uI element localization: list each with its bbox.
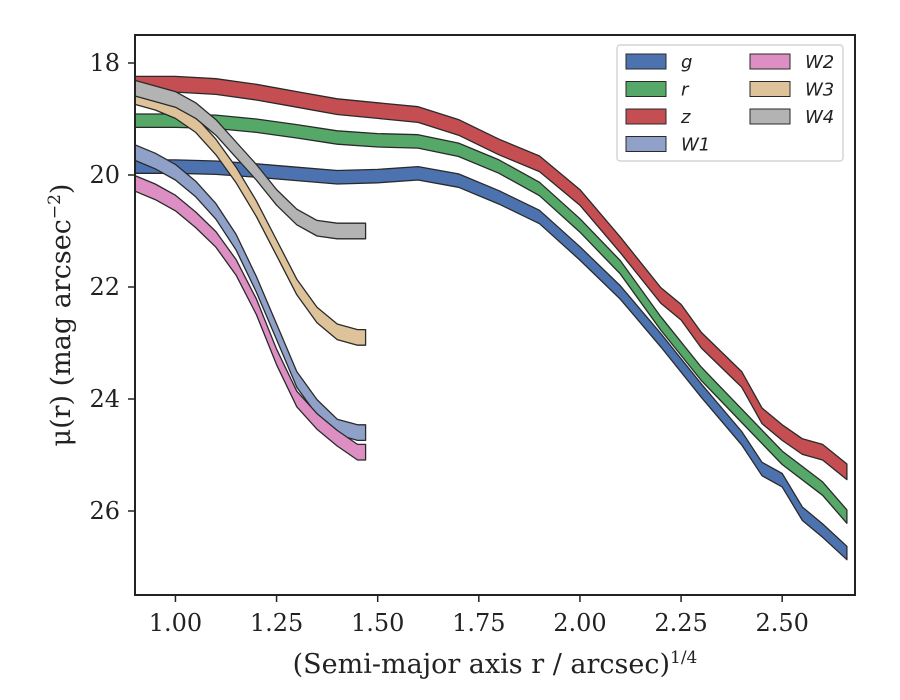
legend-swatch-r: [625, 81, 667, 97]
legend-swatch-w1: [625, 136, 667, 152]
series-band-g: [134, 159, 848, 561]
y-axis-title: μ(r) (mag arcsec−2): [45, 184, 77, 447]
y-tick-label: 22: [89, 273, 120, 301]
legend-label-w1: W1: [681, 135, 710, 156]
y-tick-label: 18: [89, 49, 120, 77]
x-tick-label: 1.75: [452, 609, 505, 637]
y-axis-ticks: 18 20 22 24 26: [89, 49, 135, 525]
series-band-w3: [134, 88, 367, 346]
legend-swatch-w4: [749, 108, 791, 125]
legend-swatch-g: [625, 53, 667, 70]
legend-label-w3: W3: [805, 80, 834, 101]
y-tick-label: 24: [89, 385, 120, 413]
x-tick-label: 2.25: [654, 609, 707, 637]
x-axis-ticks: 1.00 1.25 1.50 1.75 2.00 2.25 2.50: [149, 595, 809, 637]
x-tick-label: 2.00: [553, 609, 606, 637]
x-tick-label: 1.25: [250, 609, 303, 637]
legend-label-w2: W2: [805, 52, 834, 73]
x-tick-label: 2.50: [755, 609, 808, 637]
legend-swatch-w2: [749, 53, 791, 70]
series-band-w1: [134, 144, 367, 442]
series-layer: [134, 75, 848, 561]
legend-label-g: g: [681, 52, 692, 73]
legend-swatch-w3: [749, 81, 791, 97]
series-band-z: [134, 75, 848, 481]
legend: grz W1 W2 W3 W4: [616, 44, 844, 162]
x-tick-label: 1.00: [149, 609, 202, 637]
y-tick-label: 26: [89, 497, 120, 525]
plot-frame: [134, 34, 856, 596]
legend-label-z: z: [680, 107, 691, 128]
legend-label-r: r: [681, 80, 690, 101]
y-tick-label: 20: [89, 161, 120, 189]
series-band-r: [134, 113, 848, 524]
series-band-w4: [134, 79, 367, 240]
legend-label-w4: W4: [805, 107, 834, 128]
x-tick-label: 1.50: [351, 609, 404, 637]
legend-box: [616, 44, 844, 162]
x-axis-title: (Semi-major axis r / arcsec)1/4: [293, 648, 698, 680]
series-band-w2: [134, 174, 367, 461]
legend-swatch-z: [625, 108, 667, 125]
